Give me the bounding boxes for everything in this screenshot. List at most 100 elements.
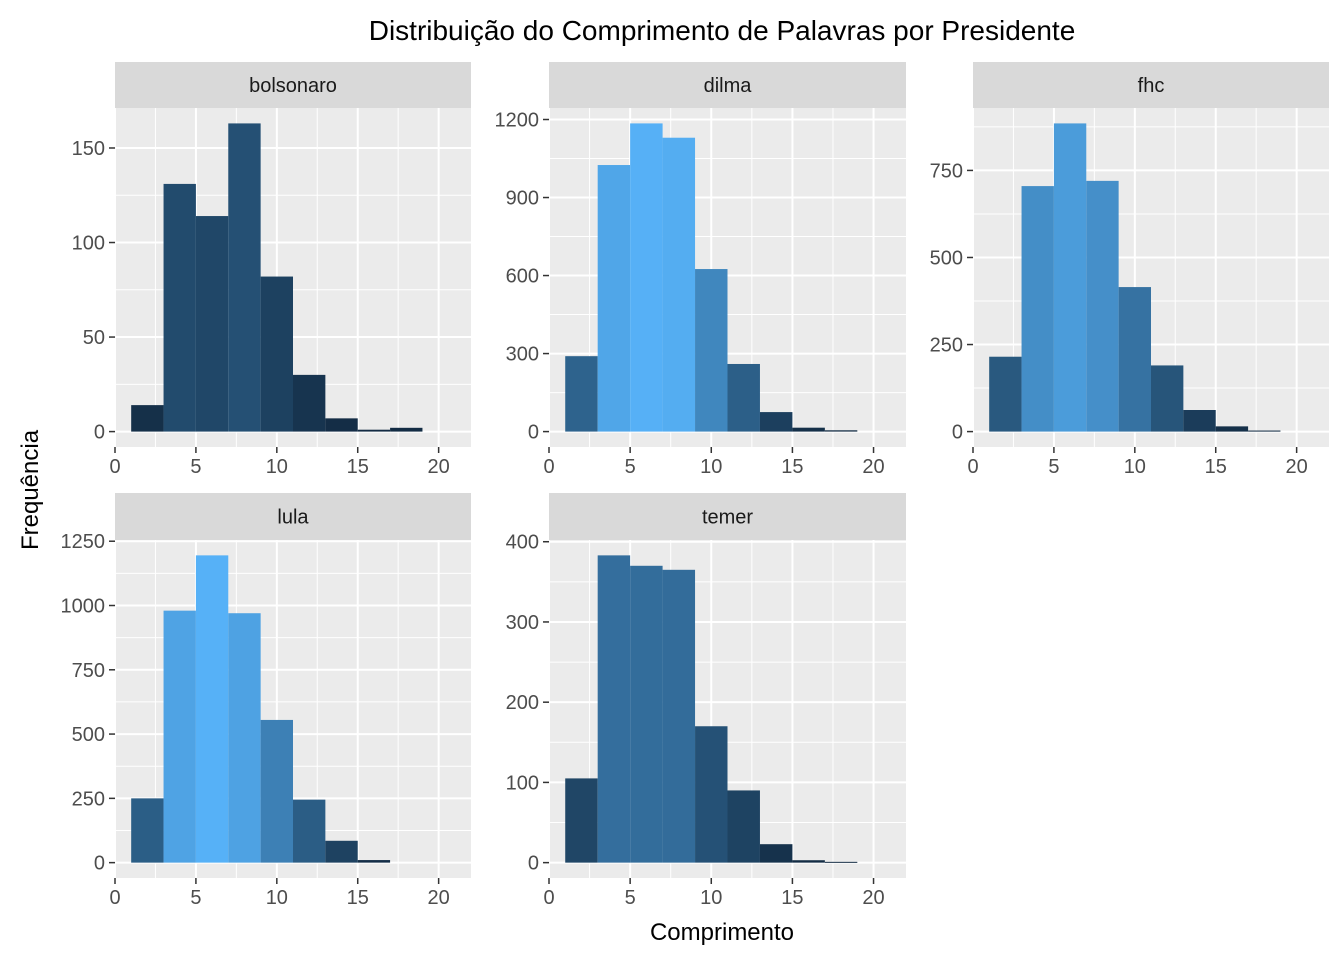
y-tick-label: 1250 bbox=[61, 531, 106, 553]
bar-bolsonaro-0 bbox=[131, 405, 164, 432]
bar-temer-3 bbox=[662, 569, 696, 863]
x-tick-label: 0 bbox=[109, 456, 120, 478]
bar-lula-3 bbox=[228, 613, 261, 863]
bar-dilma-1 bbox=[597, 165, 631, 432]
bar-fhc-5 bbox=[1151, 365, 1184, 432]
x-tick-label: 5 bbox=[625, 456, 636, 478]
bar-fhc-1 bbox=[1021, 186, 1054, 432]
bar-dilma-5 bbox=[727, 363, 760, 432]
strip-label-dilma: dilma bbox=[704, 75, 753, 97]
bar-fhc-7 bbox=[1215, 426, 1249, 432]
x-tick-label: 5 bbox=[1048, 456, 1059, 478]
bar-dilma-0 bbox=[565, 356, 598, 432]
y-tick-label: 750 bbox=[72, 660, 105, 682]
x-tick-label: 10 bbox=[700, 887, 722, 909]
x-tick-label: 5 bbox=[190, 456, 201, 478]
bar-dilma-6 bbox=[759, 412, 793, 432]
strip-bolsonaro bbox=[115, 62, 471, 108]
bar-fhc-0 bbox=[989, 356, 1022, 432]
bar-dilma-2 bbox=[630, 123, 663, 432]
x-tick-label: 10 bbox=[266, 456, 288, 478]
x-tick-label: 20 bbox=[428, 887, 450, 909]
bar-dilma-7 bbox=[792, 427, 825, 432]
bar-bolsonaro-5 bbox=[293, 374, 326, 432]
bar-bolsonaro-1 bbox=[163, 183, 196, 432]
y-tick-label: 400 bbox=[506, 532, 539, 554]
bar-lula-6 bbox=[325, 840, 358, 863]
x-tick-label: 0 bbox=[543, 887, 554, 909]
y-tick-label: 0 bbox=[94, 853, 105, 875]
y-tick-label: 300 bbox=[506, 344, 539, 366]
y-tick-label: 0 bbox=[528, 853, 539, 875]
bar-temer-5 bbox=[727, 790, 760, 863]
y-tick-label: 100 bbox=[506, 772, 539, 794]
bar-bolsonaro-6 bbox=[325, 418, 358, 432]
x-tick-label: 10 bbox=[266, 887, 288, 909]
y-tick-label: 100 bbox=[72, 233, 105, 255]
x-tick-label: 15 bbox=[1205, 456, 1227, 478]
x-tick-label: 10 bbox=[1124, 456, 1146, 478]
y-tick-label: 900 bbox=[506, 188, 539, 210]
bar-lula-4 bbox=[260, 719, 293, 863]
y-tick-label: 0 bbox=[94, 422, 105, 444]
strip-label-bolsonaro: bolsonaro bbox=[249, 75, 337, 97]
strip-label-lula: lula bbox=[277, 507, 309, 529]
x-tick-label: 10 bbox=[700, 456, 722, 478]
bar-dilma-8 bbox=[824, 430, 858, 432]
bar-bolsonaro-8 bbox=[390, 427, 423, 432]
strip-lula bbox=[115, 493, 471, 540]
y-tick-label: 250 bbox=[930, 335, 963, 357]
bar-temer-4 bbox=[695, 726, 728, 863]
x-tick-label: 5 bbox=[625, 887, 636, 909]
bar-fhc-6 bbox=[1183, 410, 1216, 432]
x-tick-label: 20 bbox=[428, 456, 450, 478]
panel-temer: temer 0 100 200 300 400 0 5 10 15 20 bbox=[506, 493, 906, 909]
y-tick-label: 500 bbox=[930, 247, 963, 269]
bar-bolsonaro-7 bbox=[357, 429, 391, 432]
x-tick-label: 20 bbox=[862, 456, 884, 478]
panel-lula: lula 0 250 500 750 1000 1250 0 5 10 15 20 bbox=[61, 493, 471, 909]
bar-dilma-4 bbox=[695, 269, 728, 432]
y-tick-label: 200 bbox=[506, 692, 539, 714]
bar-fhc-8 bbox=[1248, 430, 1281, 432]
chart-title: Distribuição do Comprimento de Palavras … bbox=[369, 15, 1076, 46]
panel-bolsonaro: bolsonaro 0 50 100 150 0 5 10 15 20 bbox=[72, 62, 471, 478]
x-tick-label: 0 bbox=[109, 887, 120, 909]
y-tick-label: 300 bbox=[506, 612, 539, 634]
y-axis-title: Frequência bbox=[17, 429, 44, 550]
bar-fhc-2 bbox=[1053, 123, 1087, 432]
y-tick-label: 0 bbox=[952, 422, 963, 444]
y-tick-label: 1200 bbox=[495, 110, 540, 132]
x-tick-label: 20 bbox=[1286, 456, 1308, 478]
strip-label-fhc: fhc bbox=[1138, 75, 1165, 97]
bar-dilma-3 bbox=[662, 137, 696, 432]
y-tick-label: 600 bbox=[506, 266, 539, 288]
y-tick-label: 150 bbox=[72, 138, 105, 160]
bar-fhc-4 bbox=[1118, 287, 1151, 432]
panel-fhc: fhc 0 250 500 750 0 5 10 15 20 bbox=[930, 62, 1329, 478]
x-axis-title: Comprimento bbox=[650, 919, 794, 946]
strip-fhc bbox=[973, 62, 1329, 108]
x-tick-label: 20 bbox=[862, 887, 884, 909]
bar-temer-2 bbox=[630, 565, 663, 863]
bar-lula-0 bbox=[131, 798, 164, 863]
x-tick-label: 0 bbox=[967, 456, 978, 478]
y-tick-label: 50 bbox=[83, 327, 105, 349]
y-tick-label: 750 bbox=[930, 160, 963, 182]
bar-temer-1 bbox=[597, 555, 631, 863]
x-tick-label: 15 bbox=[347, 456, 369, 478]
strip-label-temer: temer bbox=[702, 507, 753, 529]
bar-lula-1 bbox=[163, 610, 196, 863]
strip-dilma bbox=[549, 62, 906, 108]
bar-lula-7 bbox=[357, 860, 391, 863]
bar-temer-7 bbox=[792, 860, 825, 863]
bar-lula-2 bbox=[195, 555, 229, 863]
bar-bolsonaro-2 bbox=[195, 216, 229, 432]
y-tick-label: 250 bbox=[72, 788, 105, 810]
x-tick-label: 5 bbox=[190, 887, 201, 909]
y-tick-label: 1000 bbox=[61, 596, 106, 618]
y-tick-label: 0 bbox=[528, 422, 539, 444]
bar-temer-6 bbox=[759, 844, 793, 863]
